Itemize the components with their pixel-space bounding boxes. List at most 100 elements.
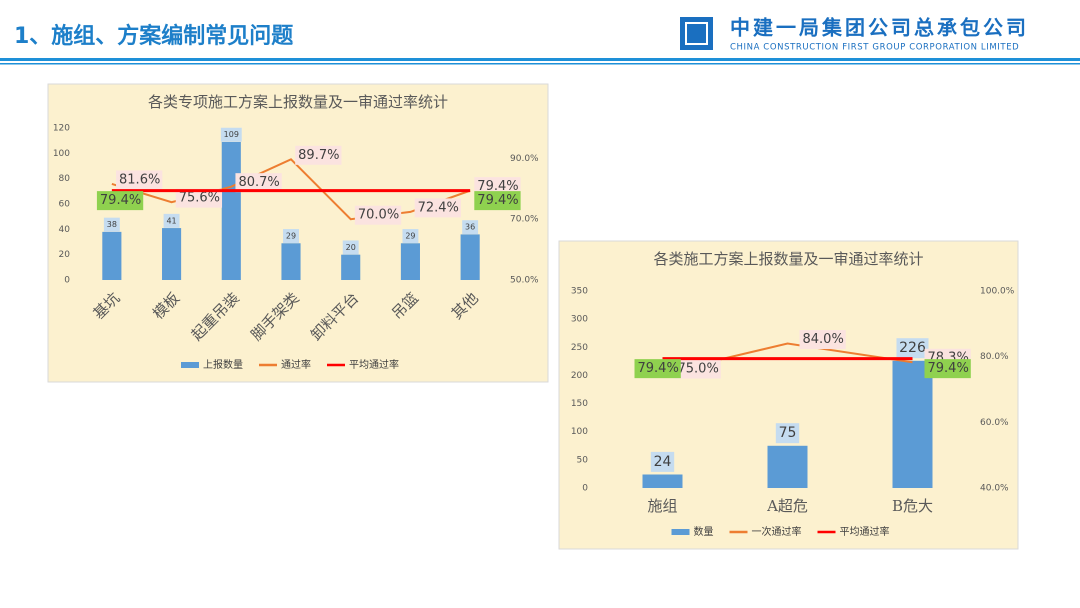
company-name-en: CHINA CONSTRUCTION FIRST GROUP CORPORATI…: [730, 43, 1019, 53]
y-tick-label: 20: [59, 250, 71, 260]
chart-area: [558, 240, 1019, 550]
bar: [221, 141, 241, 280]
line-label-bg: [354, 205, 402, 225]
bar: [460, 234, 480, 280]
bar: [102, 231, 122, 280]
line-label: 72.4%: [418, 200, 459, 215]
legend-label: 一次通过率: [752, 525, 802, 538]
line-label-bg: [414, 198, 461, 218]
bar-label: 226: [899, 340, 926, 356]
y-tick-label: 80: [59, 174, 71, 184]
y-tick-label: 60: [59, 200, 71, 210]
bar-label-bg: [220, 127, 242, 142]
line-label: 80.7%: [238, 175, 279, 190]
line-label: 75.0%: [678, 362, 719, 377]
chart-title: 各类专项施工方案上报数量及一审通过率统计: [148, 93, 448, 111]
y2-tick-label: 40.0%: [980, 484, 1009, 494]
bar: [400, 243, 420, 280]
y2-tick-label: 60.0%: [980, 418, 1009, 428]
y-tick-label: 40: [59, 225, 71, 235]
line-label-bg: [96, 191, 144, 211]
bar-label-bg: [896, 338, 929, 359]
y-tick-label: 0: [64, 276, 70, 286]
slide-title: 1、施组、方案编制常见问题: [14, 23, 294, 49]
bar: [767, 445, 808, 488]
y-tick-label: 100: [571, 427, 588, 437]
bar-label: 38: [107, 220, 117, 229]
bar-label: 75: [779, 425, 797, 441]
line-label: 75.6%: [179, 191, 220, 206]
bar: [642, 474, 683, 488]
bar: [341, 254, 361, 280]
legend-label: 平均通过率: [840, 525, 890, 538]
x-tick-label: B危大: [892, 497, 933, 515]
y-tick-label: 150: [571, 399, 588, 409]
line-label-bg: [235, 173, 282, 193]
line-label-bg: [799, 330, 846, 350]
logo: [680, 17, 713, 50]
y2-tick-label: 100.0%: [980, 287, 1015, 297]
y2-tick-label: 50.0%: [510, 276, 539, 286]
bar: [162, 228, 182, 280]
bar-label: 24: [654, 454, 672, 470]
bar-label: 41: [166, 216, 176, 225]
bar-label-bg: [103, 217, 120, 232]
line-label: 70.0%: [358, 208, 399, 223]
line-label: 89.7%: [298, 148, 339, 163]
header-rule: [0, 58, 1080, 61]
legend-label: 平均通过率: [349, 358, 399, 371]
bar-label-bg: [163, 213, 180, 228]
legend-label: 上报数量: [203, 358, 243, 371]
bar-label-bg: [283, 229, 299, 244]
x-tick-label: A超危: [766, 497, 808, 515]
legend-swatch: [181, 362, 199, 368]
line-label: 79.4%: [928, 361, 969, 376]
line-label-bg: [674, 359, 721, 379]
bar: [281, 243, 301, 280]
bar-label-bg: [342, 240, 359, 255]
y-tick-label: 250: [571, 343, 588, 353]
bar-label: 36: [465, 223, 475, 232]
legend-swatch: [671, 529, 690, 535]
bar-label: 20: [346, 243, 356, 252]
y-tick-label: 50: [577, 455, 589, 465]
bar-label-bg: [462, 220, 479, 235]
line-label-bg: [634, 359, 681, 379]
bar-label: 29: [286, 232, 296, 241]
line-label-bg: [924, 359, 971, 379]
bar-label-bg: [402, 229, 419, 244]
bar-label: 109: [224, 130, 239, 139]
line-label-bg: [295, 145, 342, 165]
logo-mark: [685, 22, 708, 45]
y2-tick-label: 70.0%: [510, 215, 539, 225]
line-label: 79.4%: [638, 361, 679, 376]
bar-label-bg: [650, 451, 675, 472]
bar-label: 29: [405, 232, 415, 241]
line-label: 79.4%: [477, 193, 518, 208]
legend-label: 通过率: [281, 358, 311, 371]
header-rule: [0, 63, 1080, 65]
y-tick-label: 100: [53, 149, 70, 159]
line-label: 79.4%: [477, 179, 518, 194]
chart-title: 各类施工方案上报数量及一审通过率统计: [653, 250, 923, 268]
y-tick-label: 350: [571, 287, 588, 297]
line-label-bg: [474, 191, 521, 211]
y-tick-label: 300: [571, 315, 588, 325]
y-tick-label: 0: [582, 484, 588, 494]
line-label-bg: [116, 170, 163, 190]
bar-label-bg: [775, 423, 800, 444]
y-tick-label: 200: [571, 371, 588, 381]
company-name: 中建一局集团公司总承包公司: [730, 16, 1029, 40]
legend-label: 数量: [694, 525, 714, 538]
line-series: [111, 158, 471, 221]
x-tick-label: 施组: [647, 497, 677, 515]
line-label-bg: [175, 188, 223, 208]
bar: [892, 360, 933, 488]
y2-tick-label: 80.0%: [980, 352, 1009, 362]
y-tick-label: 120: [53, 124, 70, 134]
line-label: 84.0%: [803, 332, 844, 347]
line-label: 81.6%: [119, 172, 160, 187]
line-label: 79.4%: [100, 193, 141, 208]
y2-tick-label: 90.0%: [510, 154, 539, 164]
